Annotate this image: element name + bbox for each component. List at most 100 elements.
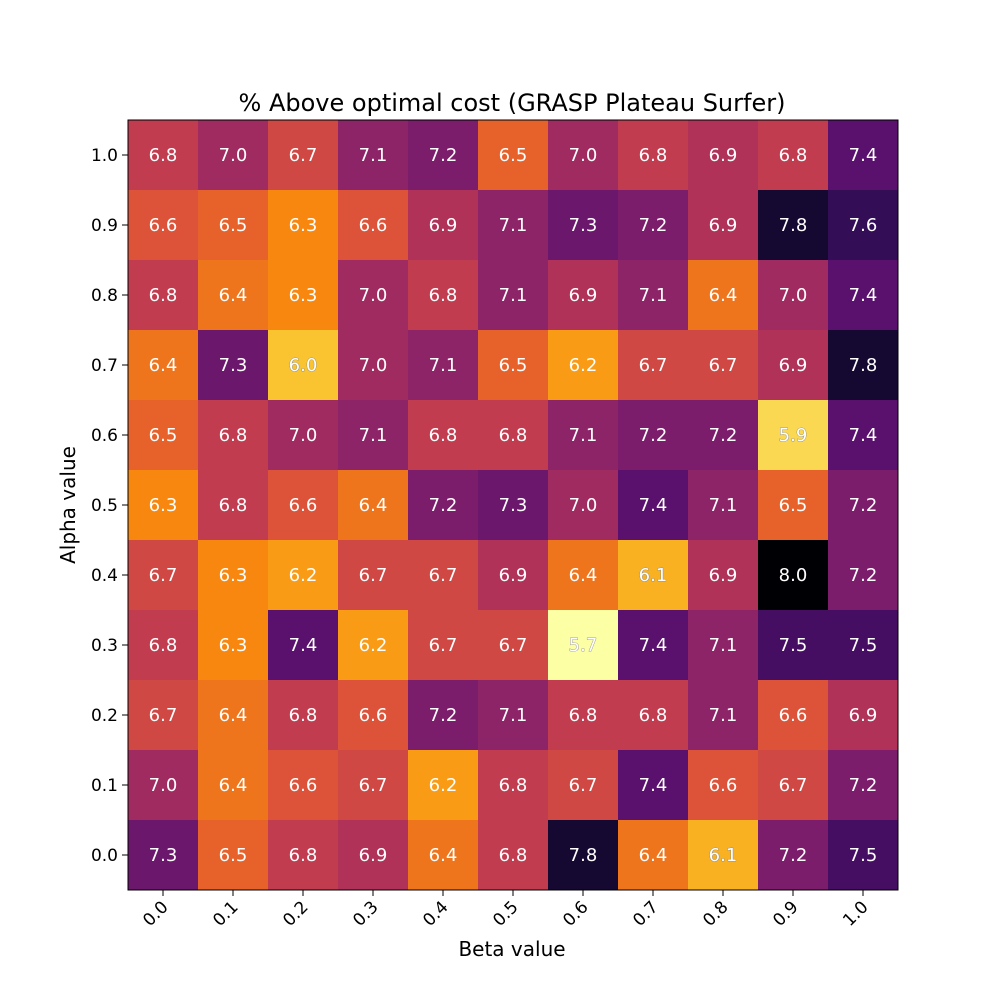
- heatmap-cell: [688, 820, 759, 891]
- cell-value-label: 6.5: [219, 215, 248, 236]
- cell-value-label: 6.8: [149, 145, 178, 166]
- cell-value-label: 7.4: [639, 775, 668, 796]
- heatmap-cell: [268, 190, 339, 261]
- heatmap-cell: [618, 540, 689, 611]
- heatmap-cell: [758, 330, 829, 401]
- cell-value-label: 6.8: [149, 635, 178, 656]
- cell-value-label: 7.1: [709, 705, 738, 726]
- cell-value-label: 6.7: [359, 565, 388, 586]
- cell-value-label: 5.9: [779, 425, 808, 446]
- heatmap-cell: [408, 820, 479, 891]
- heatmap-cell: [478, 540, 549, 611]
- cell-value-label: 6.9: [569, 285, 598, 306]
- heatmap-cell: [338, 470, 409, 541]
- cell-value-label: 7.2: [709, 425, 738, 446]
- cell-value-label: 5.7: [569, 635, 598, 656]
- y-tick-label: 0.4: [91, 566, 118, 586]
- cell-value-label: 6.8: [499, 845, 528, 866]
- cell-value-label: 7.2: [849, 775, 878, 796]
- cell-value-label: 6.3: [149, 495, 178, 516]
- x-tick-label: 0.6: [559, 897, 592, 930]
- y-tick-label: 0.9: [91, 216, 118, 236]
- y-tick-label: 0.2: [91, 706, 118, 726]
- heatmap-cell: [688, 470, 759, 541]
- y-tick-label: 0.6: [91, 426, 118, 446]
- heatmap-cell: [338, 330, 409, 401]
- heatmap-cell: [338, 260, 409, 331]
- heatmap-cell: [548, 120, 619, 191]
- y-tick-label: 1.0: [91, 146, 118, 166]
- heatmap-cell: [548, 540, 619, 611]
- heatmap-cell: [198, 260, 269, 331]
- heatmap-cell: [688, 750, 759, 821]
- heatmap-cell: [128, 330, 199, 401]
- y-tick-label: 0.3: [91, 636, 118, 656]
- heatmap-cell: [688, 190, 759, 261]
- heatmap-cell: [338, 400, 409, 471]
- heatmap-cell-labels: 6.8 7.0 6.7 7.1 7.2 6.5 7.0 6.8 6.9 6.8 7.4 6.6 6.5 6…: [149, 145, 878, 866]
- heatmap-cell: [478, 190, 549, 261]
- heatmap-cell: [548, 190, 619, 261]
- heatmap-cell: [478, 400, 549, 471]
- y-axis-ticks: 1.0 0.9 0.8 0.7 0.6 0.5 0.4 0.3 0.2 0.1 0.0: [91, 146, 128, 866]
- cell-value-label: 6.7: [779, 775, 808, 796]
- heatmap-cell: [688, 610, 759, 681]
- heatmap-cell: [338, 120, 409, 191]
- cell-value-label: 7.0: [359, 355, 388, 376]
- cell-value-label: 7.2: [849, 495, 878, 516]
- heatmap-cell: [828, 610, 899, 681]
- cell-value-label: 6.6: [709, 775, 738, 796]
- heatmap-cell: [128, 540, 199, 611]
- heatmap-cell: [618, 610, 689, 681]
- cell-value-label: 6.4: [219, 285, 248, 306]
- cell-value-label: 7.3: [219, 355, 248, 376]
- heatmap-cell: [128, 820, 199, 891]
- heatmap-cell: [408, 610, 479, 681]
- heatmap-cell: [478, 470, 549, 541]
- cell-value-label: 7.3: [149, 845, 178, 866]
- chart-title: % Above optimal cost (GRASP Plateau Surf…: [239, 89, 786, 117]
- heatmap-cell: [338, 680, 409, 751]
- heatmap-cell: [198, 330, 269, 401]
- cell-value-label: 6.8: [289, 705, 318, 726]
- heatmap-cell: [268, 750, 339, 821]
- heatmap-cell: [688, 330, 759, 401]
- cell-value-label: 6.7: [709, 355, 738, 376]
- cell-value-label: 6.4: [639, 845, 668, 866]
- cell-value-label: 7.8: [849, 355, 878, 376]
- heatmap-cell: [408, 190, 479, 261]
- heatmap-cell: [338, 820, 409, 891]
- heatmap-cell: [828, 820, 899, 891]
- cell-value-label: 7.2: [779, 845, 808, 866]
- cell-value-label: 6.2: [429, 775, 458, 796]
- cell-value-label: 6.8: [289, 845, 318, 866]
- heatmap-cell: [828, 330, 899, 401]
- cell-value-label: 7.5: [779, 635, 808, 656]
- cell-value-label: 6.9: [779, 355, 808, 376]
- cell-value-label: 6.8: [639, 145, 668, 166]
- cell-value-label: 6.2: [289, 565, 318, 586]
- heatmap-cell: [828, 120, 899, 191]
- cell-value-label: 6.2: [359, 635, 388, 656]
- cell-value-label: 7.0: [219, 145, 248, 166]
- cell-value-label: 7.0: [149, 775, 178, 796]
- heatmap-cell: [758, 680, 829, 751]
- y-tick-label: 0.1: [91, 776, 118, 796]
- cell-value-label: 6.7: [149, 565, 178, 586]
- cell-value-label: 6.6: [149, 215, 178, 236]
- heatmap-cell: [268, 680, 339, 751]
- cell-value-label: 6.8: [779, 145, 808, 166]
- cell-value-label: 7.0: [779, 285, 808, 306]
- cell-value-label: 7.2: [429, 495, 458, 516]
- cell-value-label: 7.5: [849, 635, 878, 656]
- heatmap-cell: [268, 820, 339, 891]
- heatmap-cell: [198, 470, 269, 541]
- x-tick-label: 0.3: [349, 897, 382, 930]
- cell-value-label: 6.9: [849, 705, 878, 726]
- cell-value-label: 6.5: [499, 355, 528, 376]
- heatmap-cell: [548, 330, 619, 401]
- heatmap-cell: [268, 330, 339, 401]
- heatmap-cell: [268, 470, 339, 541]
- heatmap-cell: [338, 750, 409, 821]
- cell-value-label: 6.6: [289, 775, 318, 796]
